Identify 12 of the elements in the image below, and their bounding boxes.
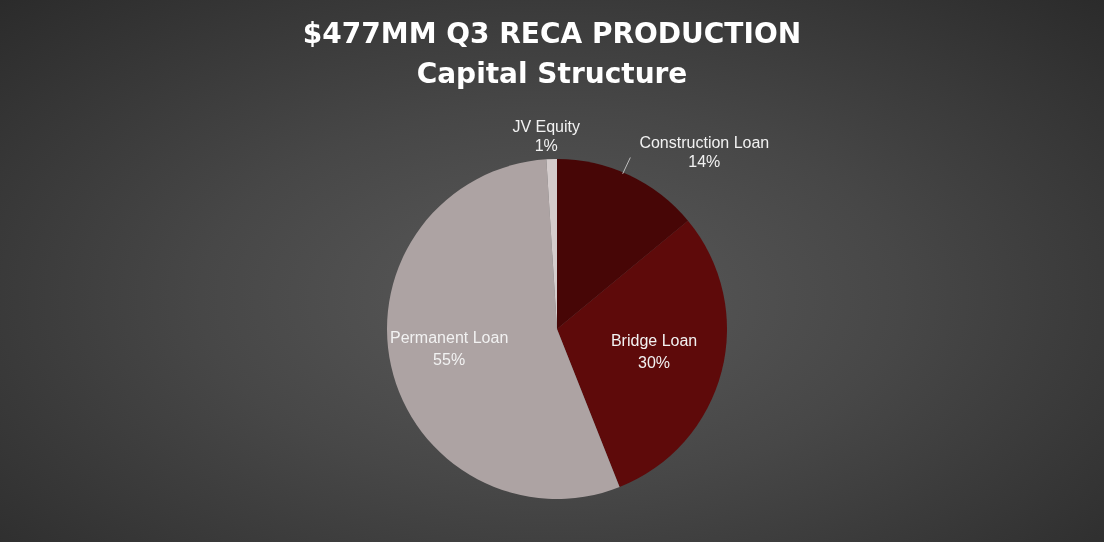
slice-label: Bridge Loan (610, 332, 698, 350)
slice-label: Construction Loan (639, 133, 770, 151)
pie-slice (557, 220, 727, 488)
data-label: 1% (534, 137, 558, 154)
data-label: 30% (638, 354, 671, 372)
slice-label: JV Equity (512, 118, 581, 135)
slice-label: Permanent Loan (389, 328, 509, 346)
chart-title: $477MM Q3 RECA PRODUCTION (301, 16, 803, 52)
data-label: 14% (688, 152, 721, 170)
chart-subtitle: Capital Structure (415, 56, 689, 92)
data-label: 55% (433, 350, 466, 368)
pie-slice (557, 159, 688, 329)
